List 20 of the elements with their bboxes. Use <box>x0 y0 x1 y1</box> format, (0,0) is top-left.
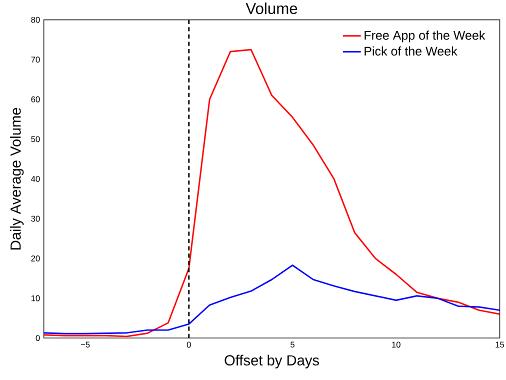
y-tick-label: 40 <box>31 176 40 182</box>
x-tick-label: −5 <box>80 342 90 348</box>
y-tick-label: 60 <box>31 96 40 102</box>
y-tick-label: 10 <box>31 295 40 302</box>
x-tick-label: 0 <box>186 342 191 348</box>
chart-title: Volume <box>246 2 298 14</box>
legend-label: Free App of the Week <box>364 30 486 42</box>
y-tick-label: 0 <box>36 335 40 342</box>
legend-label: Pick of the Week <box>364 46 458 56</box>
y-tick-label: 20 <box>31 256 40 262</box>
y-tick-label: 30 <box>31 216 40 222</box>
y-tick-label: 80 <box>31 17 40 23</box>
x-axis-title: Offset by Days <box>224 354 319 369</box>
x-tick-label: 10 <box>392 342 400 348</box>
x-tick-label: 5 <box>290 342 294 348</box>
line-series <box>44 264 500 334</box>
y-tick-label: 70 <box>31 56 40 63</box>
y-axis-title: Daily Average Volume <box>10 108 24 250</box>
x-tick-label: 15 <box>496 342 504 348</box>
y-tick-label: 50 <box>31 136 40 142</box>
